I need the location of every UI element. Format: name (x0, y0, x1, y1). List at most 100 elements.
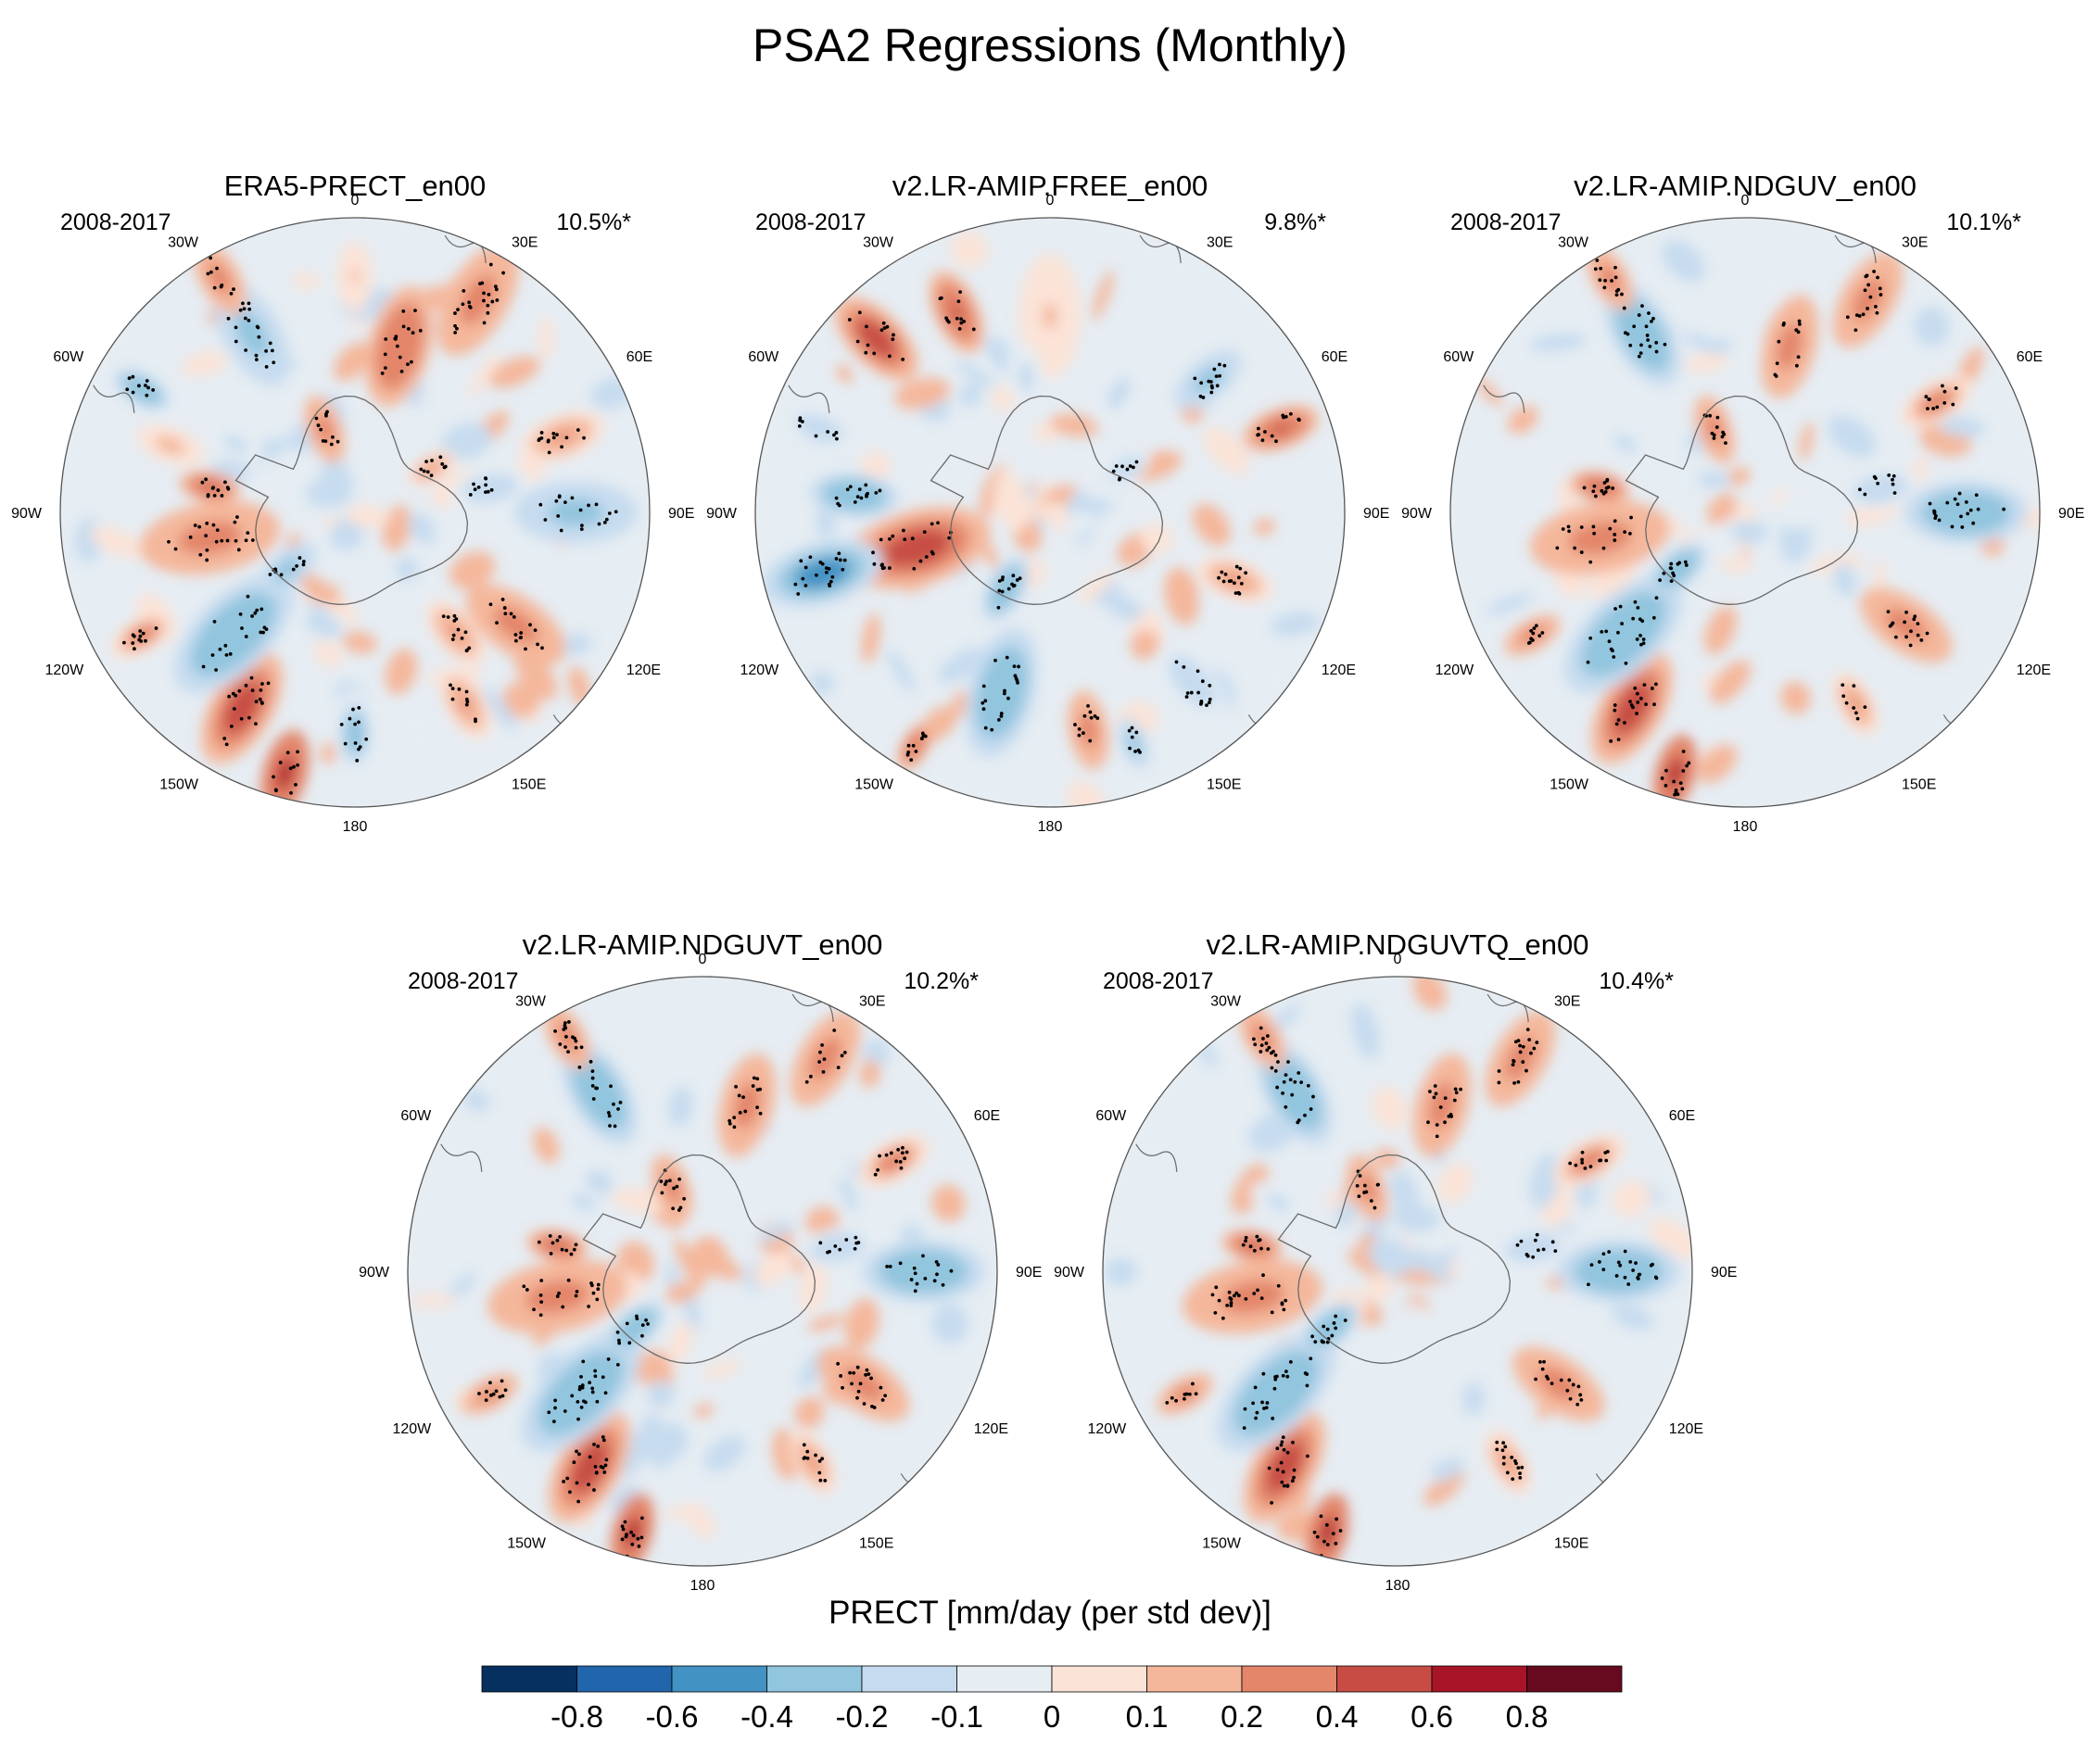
anomaly-blob (901, 538, 934, 558)
stipple-dot (838, 558, 842, 562)
stipple-dot (1622, 306, 1626, 310)
continent-coastline (1486, 993, 1529, 1023)
stipple-dot (1227, 579, 1232, 584)
stipple-dot (2002, 507, 2006, 511)
stipple-dot (833, 1244, 838, 1248)
stipple-dot (1325, 1340, 1330, 1344)
stipple-dot (553, 1398, 558, 1403)
stipple-dot (1601, 491, 1606, 496)
stipple-dot (1237, 1293, 1241, 1298)
stipple-dot (630, 1542, 635, 1546)
colorbar-swatch (1146, 1665, 1243, 1693)
stipple-dot (1207, 700, 1211, 705)
stipple-dot (579, 1406, 584, 1409)
stipple-dot (1645, 334, 1650, 337)
stipple-dot (232, 287, 235, 291)
stipple-dot (571, 1035, 575, 1040)
stipple-dot (1599, 1158, 1603, 1163)
stipple-dot (1646, 338, 1650, 342)
stipple-dot (1636, 606, 1640, 610)
stipple-dot (1319, 1514, 1323, 1519)
noise-patch (1231, 1163, 1269, 1215)
stipple-dot (971, 327, 976, 332)
anomaly-blob (562, 505, 590, 520)
longitude-label: 60W (1095, 1108, 1127, 1124)
stipple-dot (1571, 1382, 1575, 1387)
stipple-dot (1128, 464, 1132, 468)
stipple-dot (268, 573, 272, 576)
longitude-label: 120E (974, 1421, 1008, 1437)
longitude-label: 150E (1207, 777, 1241, 793)
stipple-dot (1636, 700, 1640, 704)
stipple-dot (1612, 655, 1616, 659)
stipple-dot (173, 547, 178, 551)
stipple-dot (259, 607, 264, 612)
stipple-dot (539, 431, 544, 435)
stipple-dot (1891, 473, 1896, 478)
stipple-dot (456, 308, 460, 311)
stipple-dot (1223, 572, 1228, 576)
stipple-dot (1281, 1470, 1285, 1474)
stipple-dot (1924, 395, 1929, 398)
longitude-label: 90E (668, 506, 694, 522)
noise-patch (560, 633, 592, 656)
stipple-dot (539, 1300, 544, 1304)
stipple-dot (292, 764, 296, 769)
continent-coastline (1135, 1143, 1178, 1172)
stipple-dot (1006, 587, 1011, 591)
stipple-dot (565, 1476, 570, 1481)
stipple-dot (1852, 684, 1856, 688)
noise-patch (1409, 1065, 1429, 1079)
stipple-dot (1305, 1372, 1309, 1376)
stipple-dot (1649, 1263, 1653, 1268)
stipple-dot (1273, 1068, 1278, 1073)
precip-field (1103, 977, 1692, 1566)
stipple-dot (885, 1264, 890, 1268)
anomaly-blob (1236, 1288, 1269, 1306)
noise-patch (1351, 1003, 1380, 1060)
stipple-dot (1000, 577, 1005, 582)
stipple-dot (576, 1499, 581, 1504)
stipple-dot (500, 598, 505, 601)
anomaly-blob (1271, 1197, 1285, 1207)
stipple-dot (892, 333, 895, 337)
stipple-dot (452, 613, 457, 618)
longitude-label: 120W (44, 662, 84, 678)
stipple-dot (1861, 312, 1866, 317)
stipple-dot (1868, 295, 1873, 299)
stipple-dot (240, 626, 244, 630)
stipple-dot (996, 605, 1001, 610)
stipple-dot (256, 325, 260, 330)
stipple-dot (1620, 622, 1625, 625)
stipple-dot (1653, 682, 1658, 687)
noise-patch (887, 650, 916, 692)
variance-label: 10.5%* (556, 209, 631, 235)
stipple-dot (1229, 1297, 1233, 1302)
noise-patch (693, 1404, 715, 1418)
stipple-dot (636, 1536, 640, 1541)
stipple-dot (1669, 562, 1674, 566)
stipple-dot (1229, 1304, 1233, 1307)
stipple-dot (1270, 434, 1274, 438)
stipple-dot (1638, 617, 1642, 622)
longitude-label: 60W (53, 349, 84, 365)
anomaly-blob (1130, 738, 1138, 750)
stipple-dot (1272, 1386, 1277, 1391)
stipple-dot (577, 1065, 582, 1069)
stipple-dot (997, 588, 1002, 593)
stipple-dot (743, 1109, 748, 1114)
stipple-dot (878, 1154, 881, 1158)
stipple-dot (1623, 1275, 1627, 1280)
noise-patch (514, 650, 558, 700)
period-label: 2008-2017 (755, 209, 867, 235)
stipple-dot (257, 334, 261, 339)
stipple-dot (1212, 367, 1217, 372)
stipple-dot (477, 1392, 481, 1395)
anomaly-blob (1860, 289, 1876, 310)
stipple-dot (1647, 311, 1651, 315)
stipple-dot (1589, 1263, 1594, 1268)
stipple-dot (568, 1490, 572, 1495)
noise-patch (1368, 1239, 1419, 1281)
noise-patch (665, 1281, 699, 1304)
